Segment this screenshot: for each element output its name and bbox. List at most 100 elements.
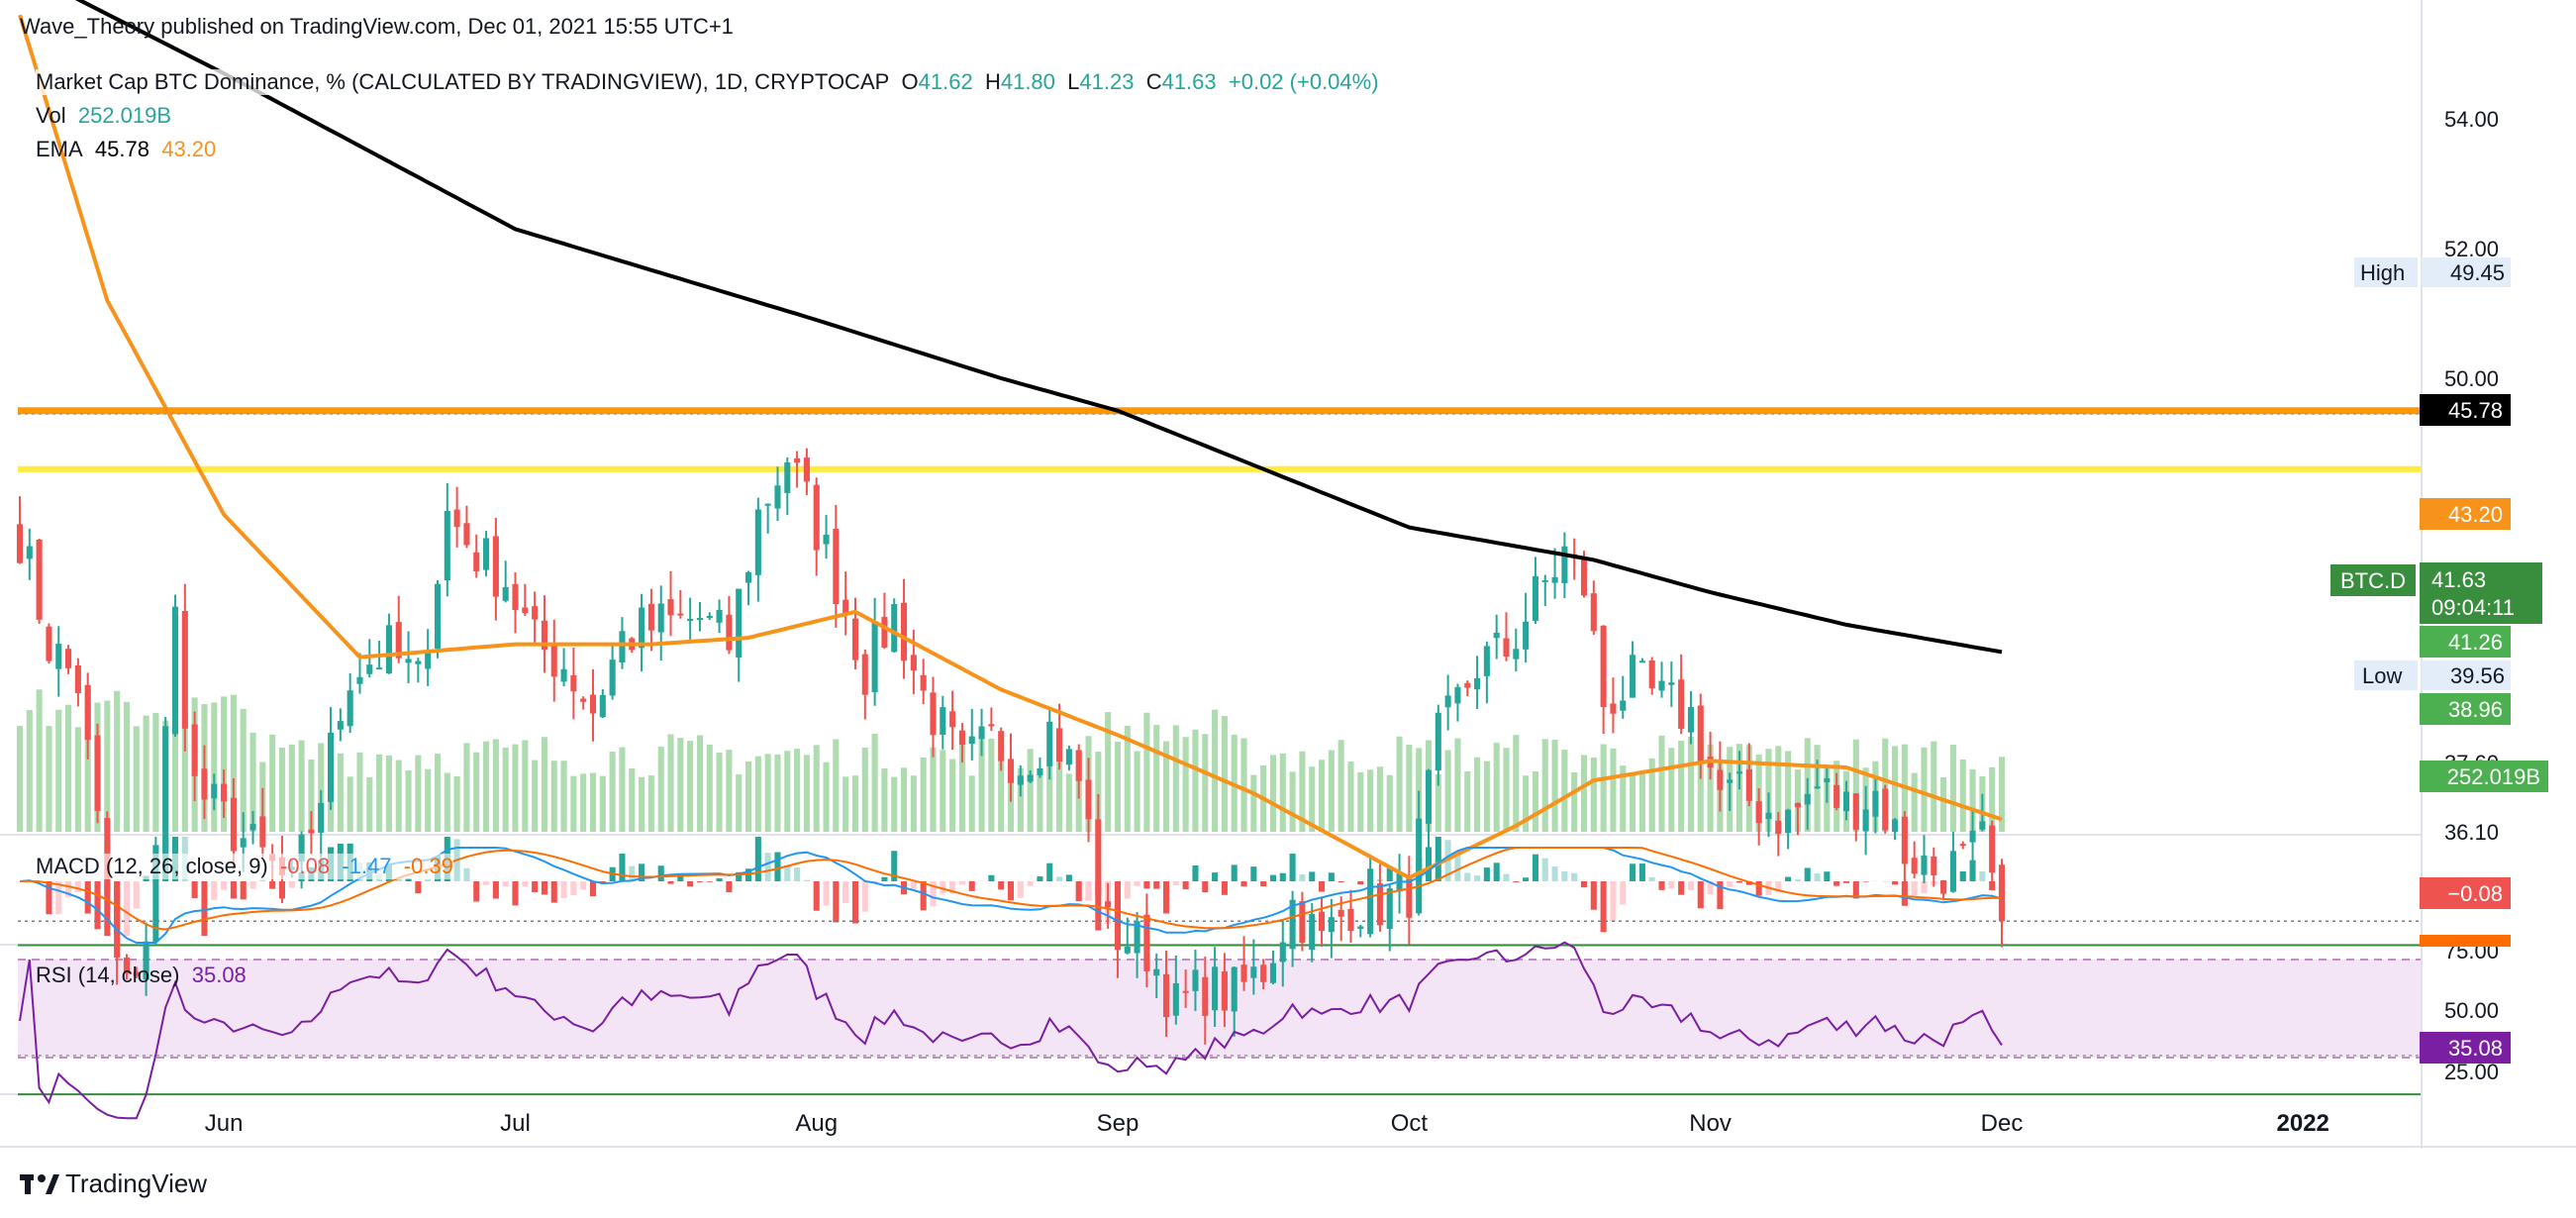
volume-bar xyxy=(1065,773,1072,832)
macd-hist-bar xyxy=(813,881,820,911)
candle-body xyxy=(570,674,577,692)
candle-body xyxy=(1017,775,1024,785)
countdown: 09:04:11 xyxy=(2431,595,2515,620)
macd-hist-bar xyxy=(395,878,402,881)
macd-hist-bar xyxy=(1046,863,1053,881)
macd-hist-bar xyxy=(1638,863,1645,881)
volume-bar xyxy=(211,702,218,832)
candle-body xyxy=(1474,678,1481,690)
macd-hist-bar xyxy=(1493,863,1500,881)
candle-body xyxy=(1172,983,1179,1016)
macd-hist-bar xyxy=(1328,872,1335,881)
volume-bar xyxy=(871,733,878,832)
candle-body xyxy=(1658,680,1665,691)
volume-bar xyxy=(1513,735,1520,832)
macd-hist-bar xyxy=(1309,871,1316,881)
candle-body xyxy=(221,783,228,802)
macd-hist-bar xyxy=(736,871,743,881)
ema200-line xyxy=(74,0,2003,655)
volume-bar xyxy=(1638,772,1645,832)
volume-bar xyxy=(1124,725,1131,832)
volume-badge-value: 252.019B xyxy=(2447,764,2540,789)
candle-body xyxy=(619,631,626,663)
rsi-legend: RSI (14, close) 35.08 xyxy=(36,963,247,988)
volume-bar xyxy=(114,690,121,832)
candle-body xyxy=(1551,576,1558,583)
candle-body xyxy=(639,607,645,649)
open-label: O xyxy=(901,69,919,94)
macd-hist-bar xyxy=(1318,881,1326,892)
volume-bar xyxy=(483,741,490,832)
volume-bar xyxy=(171,726,179,832)
candle-body xyxy=(1367,878,1374,935)
volume-bar xyxy=(269,734,276,832)
volume-bar xyxy=(123,701,130,832)
macd-hist-bar xyxy=(774,852,781,881)
volume-bar xyxy=(619,747,626,832)
macd-hist-bar xyxy=(1474,875,1481,881)
volume-bar xyxy=(1347,761,1354,832)
candle-body xyxy=(1483,646,1490,676)
macd-hist-bar xyxy=(1551,865,1558,881)
volume-bar xyxy=(463,743,470,832)
macd-hist-bar xyxy=(211,881,218,900)
volume-bar xyxy=(356,752,363,832)
candle-body xyxy=(74,664,81,693)
volume-bar xyxy=(1056,748,1063,832)
volume-bar xyxy=(278,748,286,832)
volume-bar xyxy=(133,726,140,832)
candle-body xyxy=(1260,964,1267,982)
macd-badge-value: −0.08 xyxy=(2447,881,2503,906)
volume-bar xyxy=(288,744,295,832)
low-value-legend: 41.23 xyxy=(1079,69,1135,94)
macd-hist-bar xyxy=(259,879,266,881)
volume-bar xyxy=(74,727,81,832)
candle-body xyxy=(1794,802,1801,808)
volume-bar xyxy=(532,760,539,832)
volume-bar xyxy=(1406,745,1413,832)
volume-bar xyxy=(1503,748,1510,832)
candle-body xyxy=(803,457,810,482)
candle-body xyxy=(473,552,480,571)
open-value: 41.62 xyxy=(918,69,973,94)
volume-bar xyxy=(647,775,654,832)
macd-hist-bar xyxy=(1027,881,1034,886)
volume-bar xyxy=(1376,766,1383,832)
macd-hist-bar xyxy=(1153,881,1160,889)
volume-bar xyxy=(910,775,917,832)
macd-hist-bar xyxy=(629,865,636,881)
macd-hist-bar xyxy=(958,881,965,885)
volume-bar xyxy=(1046,763,1053,832)
tradingview-logo xyxy=(20,1174,59,1194)
candle-body xyxy=(833,529,840,604)
macd-hist-bar xyxy=(1231,864,1238,881)
macd-hist-bar xyxy=(589,881,597,897)
candle-body xyxy=(1192,969,1199,991)
volume-bar xyxy=(1794,769,1801,832)
candle-body xyxy=(1357,926,1364,929)
low-label-legend: L xyxy=(1067,69,1080,94)
volume-bar xyxy=(84,691,91,832)
candle-body xyxy=(842,599,849,616)
volume-bar xyxy=(784,751,791,832)
volume-bar xyxy=(667,734,674,832)
candle-body xyxy=(1124,947,1131,954)
volume-bar xyxy=(1551,740,1558,832)
volume-bar xyxy=(968,775,975,832)
volume-bar xyxy=(629,767,636,832)
candle-body xyxy=(774,485,781,509)
macd-hist-bar xyxy=(1532,854,1538,881)
candle-body xyxy=(492,536,499,597)
macd-hist-bar xyxy=(1901,881,1908,906)
volume-badge xyxy=(2420,761,2548,792)
rsi-badge-value: 35.08 xyxy=(2448,1036,2503,1061)
macd-hist-bar xyxy=(764,853,771,881)
candle-body xyxy=(1979,821,1986,830)
time-axis-labels: Jun Jul Aug Sep Oct Nov Dec 2022 xyxy=(205,1110,2329,1137)
macd-hist-bar xyxy=(1260,881,1267,887)
volume-bar xyxy=(1775,746,1782,832)
candle-body xyxy=(453,509,460,528)
candle-body xyxy=(1668,682,1675,685)
volume-bar xyxy=(249,732,256,832)
